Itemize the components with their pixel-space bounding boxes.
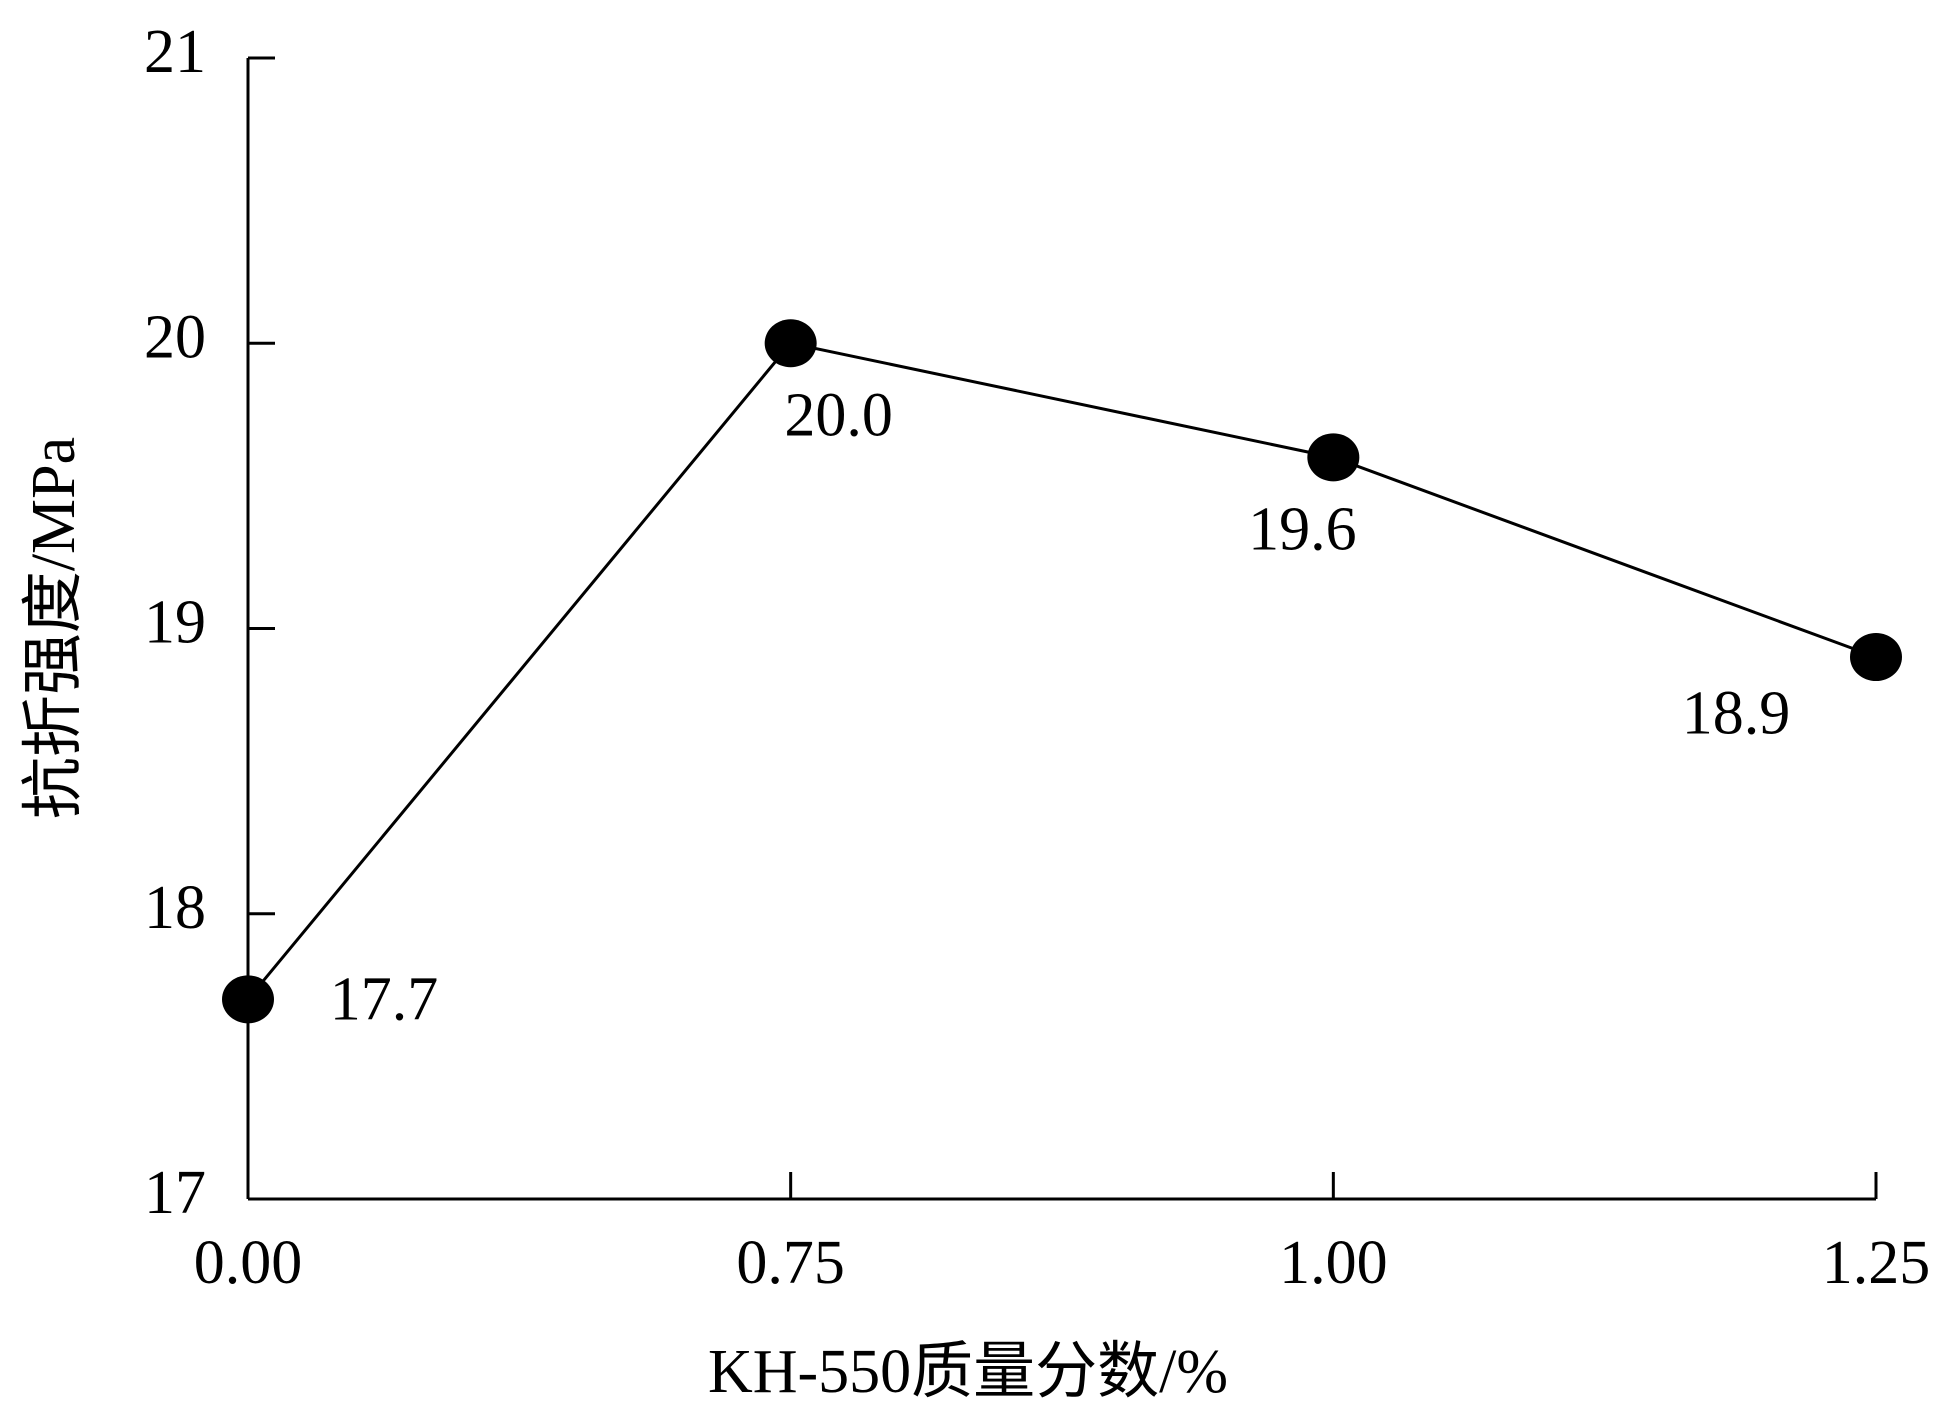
x-axis-label: KH-550质量分数/% xyxy=(708,1338,1228,1406)
x-tick-label: 1.25 xyxy=(1822,1229,1931,1297)
y-axis-label: 抗折强度/MPa xyxy=(20,437,88,819)
x-tick-label: 1.00 xyxy=(1279,1229,1388,1297)
marker xyxy=(764,319,817,368)
data-label: 17.7 xyxy=(330,966,439,1034)
marker xyxy=(1850,633,1902,682)
data-label: 18.9 xyxy=(1682,679,1791,747)
line xyxy=(246,341,1877,1001)
marker xyxy=(1307,433,1360,482)
data-label: 19.6 xyxy=(1248,496,1357,564)
y-tick-label: 19 xyxy=(144,589,206,657)
y-tick-label: 20 xyxy=(144,303,206,371)
x-tick-label: 0.75 xyxy=(736,1229,845,1297)
y-tick-label: 17 xyxy=(144,1159,206,1227)
x-tick-label: 0.00 xyxy=(194,1229,303,1297)
y-tick-label: 21 xyxy=(144,18,206,86)
y-tick-label: 18 xyxy=(144,874,206,942)
data-label: 20.0 xyxy=(784,381,893,449)
marker xyxy=(222,975,274,1024)
